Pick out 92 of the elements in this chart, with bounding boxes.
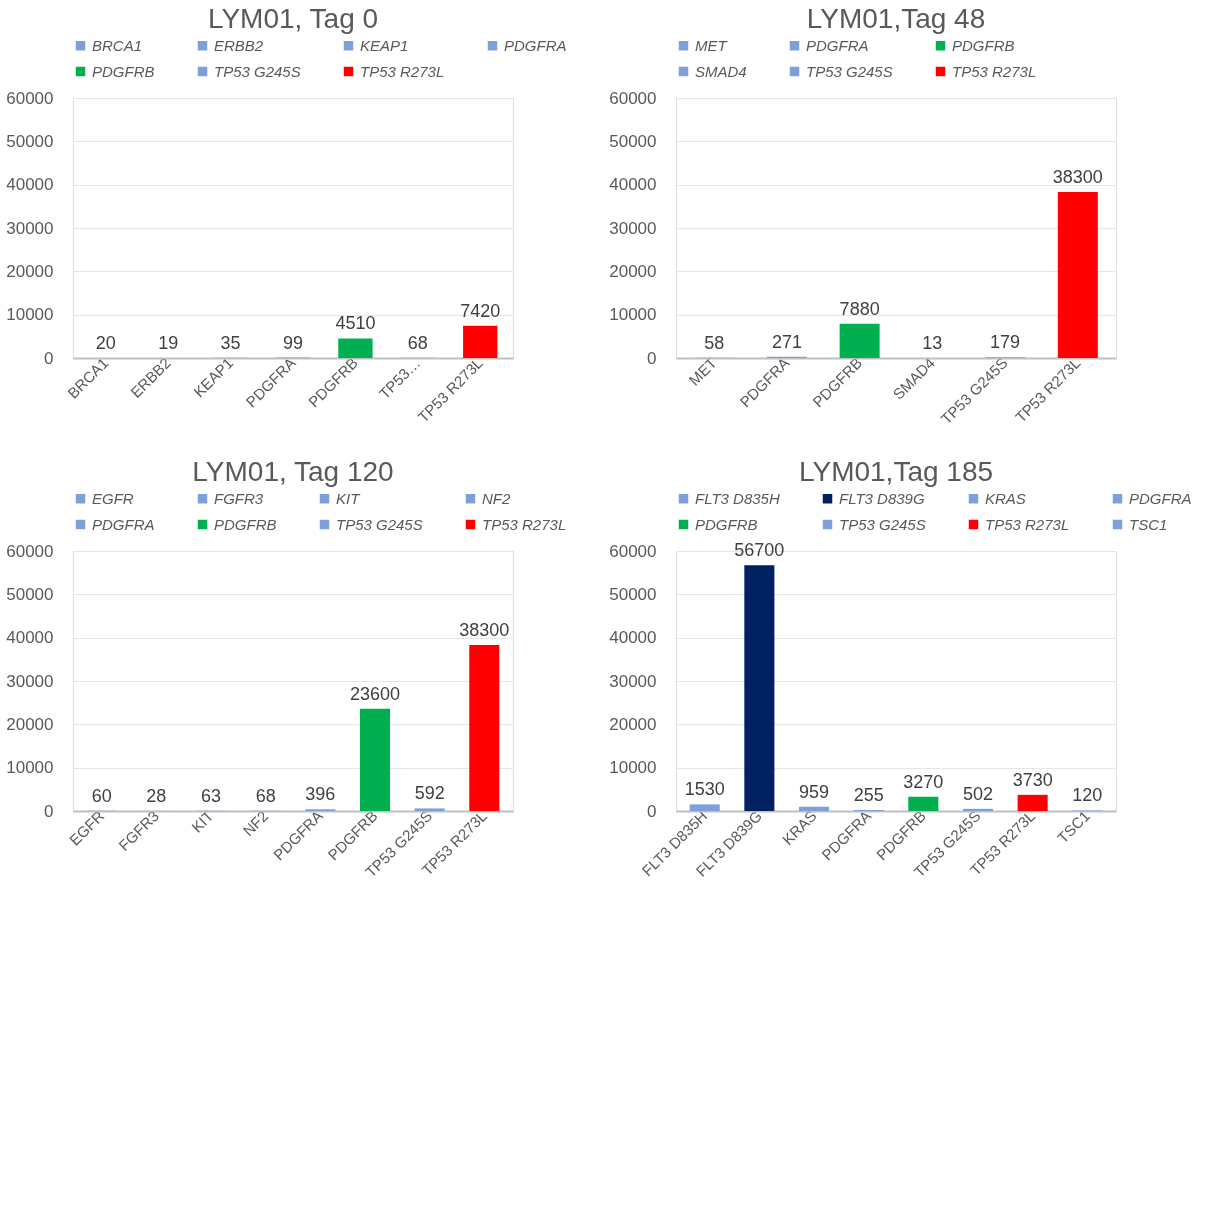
legend-label: TP53 R273L — [985, 515, 1070, 533]
chart-title: LYM01, Tag 0 — [207, 3, 379, 34]
legend-label: PDGFRB — [695, 515, 758, 533]
legend-label: FGFR3 — [214, 489, 264, 507]
y-tick-label: 20000 — [609, 261, 657, 281]
legend-label: TP53 G245S — [214, 62, 301, 80]
y-tick-label: 20000 — [6, 714, 54, 734]
legend-label: PDGFRA — [1129, 489, 1192, 507]
legend-label: TP53 G245S — [806, 62, 893, 80]
y-tick-label: 60000 — [609, 541, 657, 561]
data-label: 1530 — [684, 779, 725, 800]
data-label: 19 — [158, 332, 179, 353]
data-label: 68 — [407, 332, 428, 353]
y-tick-label: 0 — [44, 348, 54, 368]
legend-label: PDGFRB — [952, 36, 1015, 54]
legend-label: PDGFRB — [214, 515, 277, 533]
legend-label: FLT3 D839G — [839, 489, 925, 507]
data-label: 7880 — [839, 298, 880, 319]
y-tick-label: 40000 — [6, 628, 54, 648]
y-tick-label: 10000 — [609, 758, 657, 778]
legend-label: TP53 R273L — [360, 62, 445, 80]
data-label: 7420 — [460, 300, 501, 321]
legend-label: PDGFRA — [806, 36, 869, 54]
data-label: 38300 — [459, 620, 510, 641]
y-tick-label: 0 — [647, 348, 657, 368]
x-tick-label: KIT — [188, 807, 217, 836]
legend-label: PDGFRA — [504, 36, 567, 54]
y-tick-label: 60000 — [6, 88, 54, 108]
chart-title: LYM01, Tag 120 — [192, 456, 394, 487]
y-tick-label: 20000 — [609, 714, 657, 734]
chart-title: LYM01,Tag 48 — [806, 3, 986, 34]
y-tick-label: 50000 — [6, 131, 54, 151]
x-tick-label: NF2 — [239, 807, 272, 840]
data-label: 58 — [704, 332, 725, 353]
y-tick-label: 50000 — [6, 584, 54, 604]
y-tick-label: 50000 — [609, 584, 657, 604]
legend-label: TP53 R273L — [482, 515, 567, 533]
chart-title: LYM01,Tag 185 — [798, 456, 994, 487]
legend-label: EGFR — [92, 489, 134, 507]
y-tick-label: 10000 — [6, 305, 54, 325]
y-tick-label: 50000 — [609, 131, 657, 151]
data-label: 56700 — [734, 540, 785, 561]
y-tick-label: 20000 — [6, 261, 54, 281]
legend-label: TSC1 — [1129, 515, 1168, 533]
legend-label: TP53 R273L — [952, 62, 1037, 80]
data-label: 38300 — [1052, 167, 1103, 188]
legend-label: KIT — [336, 489, 362, 507]
data-label: 396 — [305, 784, 336, 805]
data-label: 28 — [146, 785, 167, 806]
legend-label: NF2 — [482, 489, 511, 507]
y-tick-label: 10000 — [609, 305, 657, 325]
legend-label: TP53 G245S — [839, 515, 926, 533]
y-tick-label: 30000 — [609, 671, 657, 691]
data-label: 23600 — [349, 683, 401, 704]
data-label: 13 — [922, 332, 943, 353]
legend-label: PDGFRA — [92, 515, 155, 533]
data-label: 179 — [990, 332, 1021, 353]
data-label: 60 — [91, 785, 112, 806]
data-label: 20 — [95, 332, 116, 353]
data-label: 68 — [255, 785, 276, 806]
y-tick-label: 0 — [44, 801, 54, 821]
legend-label: SMAD4 — [695, 62, 747, 80]
y-tick-label: 40000 — [6, 175, 54, 195]
legend-label: FLT3 D835H — [695, 489, 780, 507]
data-label: 99 — [282, 332, 304, 353]
data-label: 4510 — [335, 313, 376, 334]
data-label: 592 — [414, 783, 445, 804]
data-label: 3270 — [903, 771, 944, 792]
legend-label: PDGFRB — [92, 62, 155, 80]
legend-label: TP53 G245S — [336, 515, 423, 533]
y-tick-label: 10000 — [6, 758, 54, 778]
y-tick-label: 30000 — [6, 218, 54, 238]
legend-label: KRAS — [985, 489, 1026, 507]
data-label: 255 — [853, 784, 884, 805]
y-tick-label: 30000 — [609, 218, 657, 238]
legend-label: BRCA1 — [92, 36, 143, 54]
data-label: 959 — [798, 781, 830, 802]
data-label: 271 — [771, 331, 802, 352]
y-tick-label: 30000 — [6, 671, 54, 691]
legend-label: ERBB2 — [214, 36, 264, 54]
y-tick-label: 40000 — [609, 175, 657, 195]
data-label: 63 — [201, 785, 222, 806]
data-label: 35 — [220, 332, 241, 353]
legend-label: MET — [695, 36, 729, 54]
y-tick-label: 40000 — [609, 628, 657, 648]
data-label: 3730 — [1012, 769, 1053, 790]
y-tick-label: 0 — [647, 801, 657, 821]
data-label: 120 — [1072, 785, 1103, 806]
y-tick-label: 60000 — [6, 541, 54, 561]
legend-label: KEAP1 — [360, 36, 409, 54]
data-label: 502 — [962, 783, 994, 804]
y-tick-label: 60000 — [609, 88, 657, 108]
